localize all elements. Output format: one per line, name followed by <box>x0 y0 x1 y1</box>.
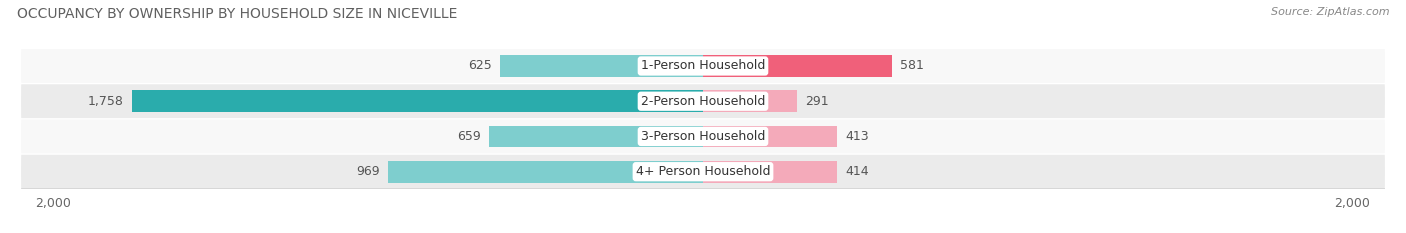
Text: OCCUPANCY BY OWNERSHIP BY HOUSEHOLD SIZE IN NICEVILLE: OCCUPANCY BY OWNERSHIP BY HOUSEHOLD SIZE… <box>17 7 457 21</box>
Bar <box>501 55 703 77</box>
Text: 291: 291 <box>806 95 830 108</box>
FancyBboxPatch shape <box>21 49 1385 83</box>
Text: 414: 414 <box>845 165 869 178</box>
Text: 3-Person Household: 3-Person Household <box>641 130 765 143</box>
Bar <box>703 126 837 147</box>
Text: 581: 581 <box>900 59 924 72</box>
Text: 1,758: 1,758 <box>89 95 124 108</box>
Text: 659: 659 <box>457 130 481 143</box>
Bar <box>703 161 838 183</box>
FancyBboxPatch shape <box>21 155 1385 188</box>
FancyBboxPatch shape <box>21 120 1385 153</box>
Text: 625: 625 <box>468 59 492 72</box>
Text: 4+ Person Household: 4+ Person Household <box>636 165 770 178</box>
Text: 969: 969 <box>357 165 380 178</box>
Text: 2-Person Household: 2-Person Household <box>641 95 765 108</box>
Bar <box>703 55 891 77</box>
Bar <box>388 161 703 183</box>
Bar <box>489 126 703 147</box>
Text: 1-Person Household: 1-Person Household <box>641 59 765 72</box>
Bar <box>703 90 797 112</box>
FancyBboxPatch shape <box>21 84 1385 118</box>
Text: Source: ZipAtlas.com: Source: ZipAtlas.com <box>1271 7 1389 17</box>
Text: 413: 413 <box>845 130 869 143</box>
Bar <box>132 90 703 112</box>
